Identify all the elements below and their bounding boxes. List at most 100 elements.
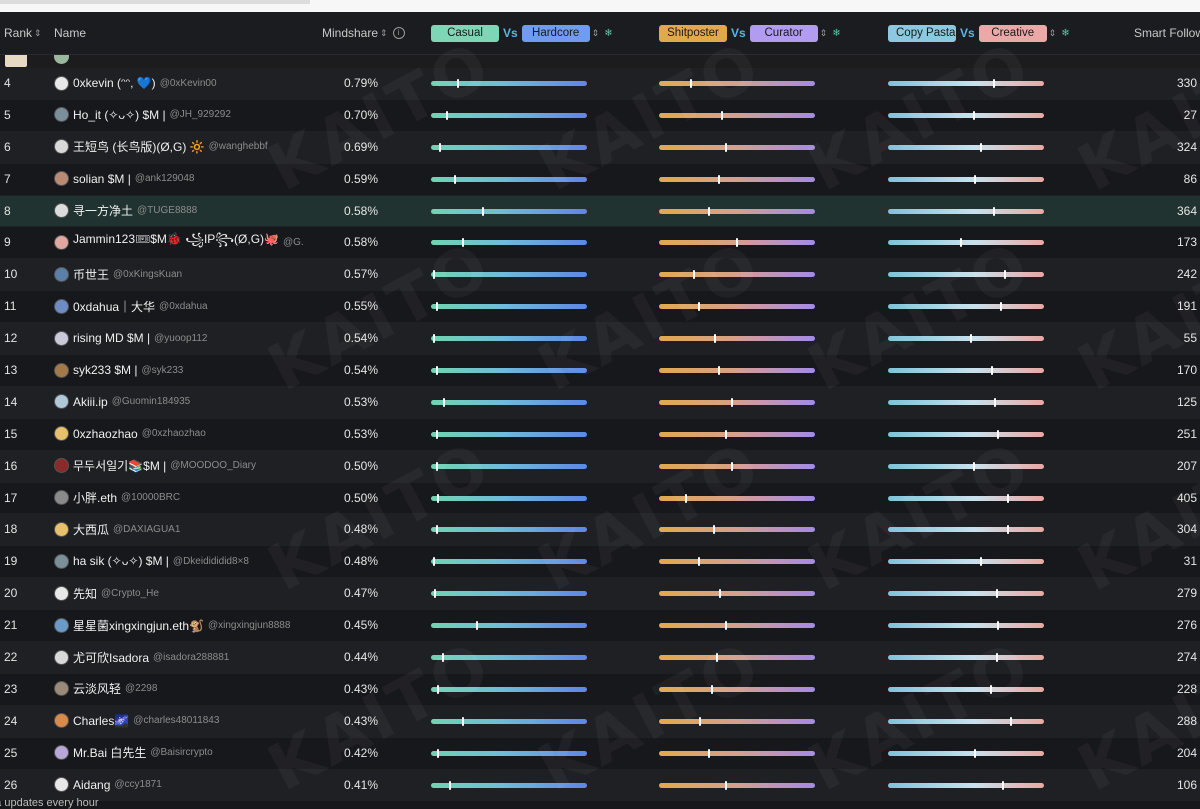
table-row[interactable]: 16 무두서일기📚$M | @MOODOO_Diary 0.50% 207 <box>0 450 1200 483</box>
avatar[interactable] <box>54 394 69 410</box>
user-name-cell[interactable]: solian $M | @ank129048 <box>54 164 304 194</box>
sort-icon[interactable]: ⇕ <box>34 27 42 38</box>
user-name-cell[interactable]: syk233 $M | @syk233 <box>54 355 304 385</box>
handle[interactable]: @ccy1871 <box>114 779 162 791</box>
snowflake-icon[interactable]: ❄ <box>604 27 613 39</box>
table-row[interactable]: 26 Aidang @ccy1871 0.41% 106 <box>0 769 1200 802</box>
handle[interactable]: @MOODOO_Diary <box>170 460 256 472</box>
avatar[interactable] <box>54 713 69 729</box>
table-row[interactable]: 7 solian $M | @ank129048 0.59% 86 <box>0 163 1200 196</box>
table-row[interactable]: 21 星星菌xingxingjun.eth🐒 @xingxingjun8888 … <box>0 610 1200 643</box>
handle[interactable]: @Crypto_He <box>101 587 159 599</box>
handle[interactable]: @syk233 <box>141 364 184 376</box>
user-name-cell[interactable]: 무두서일기📚$M | @MOODOO_Diary <box>54 451 304 481</box>
table-row[interactable]: 9 Jammin123🎟$M🐞 ꧁IP꧂(Ø,G)🐙 @G... 0.58% 1… <box>0 227 1200 260</box>
table-row[interactable]: 15 0xzhaozhao @0xzhaozhao 0.53% 251 <box>0 418 1200 451</box>
table-row[interactable]: 10 币世王 @0xKingsKuan 0.57% 242 <box>0 259 1200 292</box>
user-name-cell[interactable]: 先知 @Crypto_He <box>54 578 304 608</box>
handle[interactable]: @JH_929292 <box>169 109 231 121</box>
avatar[interactable] <box>54 649 69 665</box>
handle[interactable]: @0xKevin00 <box>159 77 217 89</box>
user-name-cell[interactable]: Jammin123🎟$M🐞 ꧁IP꧂(Ø,G)🐙 @G... <box>54 227 304 257</box>
user-name-cell[interactable]: Aidang @ccy1871 <box>54 770 304 800</box>
avatar[interactable] <box>54 139 69 155</box>
table-row[interactable]: 11 0xdahua｜大华 @0xdahua 0.55% 191 <box>0 291 1200 324</box>
display-name[interactable]: Akiii.ip <box>73 394 108 409</box>
snowflake-icon[interactable]: ❄ <box>832 27 841 39</box>
avatar[interactable] <box>54 107 69 123</box>
table-row[interactable]: 4 0xkevin (ᵔᵔ, 💙) @0xKevin00 0.79% 330 <box>0 68 1200 100</box>
shitposter-vs-curator-header[interactable]: Shitposter Vs Curator ⇕ ❄ <box>659 12 841 54</box>
handle[interactable]: @Guomin184935 <box>111 396 191 408</box>
display-name[interactable]: 云淡风轻 <box>73 682 122 697</box>
user-name-cell[interactable]: 星星菌xingxingjun.eth🐒 @xingxingjun8888 <box>54 610 304 640</box>
display-name[interactable]: Mr.Bai 白先生 <box>73 746 147 761</box>
display-name[interactable]: Aidang <box>73 777 111 792</box>
user-name-cell[interactable]: Ho_it (✧ᴗ✧) $M | @JH_929292 <box>54 100 304 130</box>
handle[interactable]: @charles48011843 <box>133 715 220 727</box>
table-row[interactable]: 20 先知 @Crypto_He 0.47% 279 <box>0 578 1200 611</box>
sort-icon[interactable]: ⇕ <box>380 27 388 38</box>
table-row[interactable]: 17 小胖.eth @10000BRC 0.50% 405 <box>0 482 1200 515</box>
rank-column-header[interactable]: Rank ⇕ <box>4 12 42 54</box>
table-row[interactable]: 13 syk233 $M | @syk233 0.54% 170 <box>0 355 1200 387</box>
handle[interactable]: @ank129048 <box>134 173 195 185</box>
user-name-cell[interactable]: rising MD $M | @yuoop112 <box>54 323 304 353</box>
display-name[interactable]: 小胖.eth <box>73 491 118 506</box>
display-name[interactable]: 0xkevin (ᵔᵔ, 💙) <box>73 76 156 90</box>
user-name-cell[interactable]: 王短鸟 (长鸟版)(Ø,G) 🔆 @wanghebbf <box>54 132 304 162</box>
handle[interactable]: @DAXIAGUA1 <box>113 523 181 535</box>
avatar[interactable] <box>54 362 69 378</box>
handle[interactable]: @isadora288881 <box>153 651 230 663</box>
handle[interactable]: @G... <box>282 236 304 248</box>
handle[interactable]: @wanghebbf <box>208 141 268 153</box>
avatar[interactable] <box>54 330 69 346</box>
user-name-cell[interactable]: 0xdahua｜大华 @0xdahua <box>54 291 304 321</box>
handle[interactable]: @yuoop112 <box>154 332 208 344</box>
display-name[interactable]: 币世王 <box>73 267 110 282</box>
info-icon[interactable]: i <box>392 27 405 39</box>
mindshare-column-header[interactable]: Mindshare ⇕ i <box>322 12 405 54</box>
display-name[interactable]: 寻一方净土 <box>73 204 134 219</box>
table-row[interactable]: 14 Akiii.ip @Guomin184935 0.53% 125 <box>0 386 1200 419</box>
avatar[interactable] <box>54 521 69 537</box>
user-name-cell[interactable]: 寻一方净土 @TUGE8888 <box>54 196 304 226</box>
display-name[interactable]: 尤可欣Isadora <box>73 650 150 665</box>
handle[interactable]: @0xdahua <box>159 300 208 312</box>
table-row[interactable]: 23 云淡风轻 @2298 0.43% 228 <box>0 673 1200 706</box>
avatar[interactable] <box>54 681 69 697</box>
table-row[interactable]: 25 Mr.Bai 白先生 @Baisircrypto 0.42% 204 <box>0 737 1200 770</box>
display-name[interactable]: rising MD $M | <box>73 331 151 346</box>
avatar[interactable] <box>54 426 69 442</box>
avatar[interactable] <box>54 553 69 569</box>
handle[interactable]: @0xzhaozhao <box>141 428 206 440</box>
handle[interactable]: @xingxingjun8888 <box>208 619 291 631</box>
table-row[interactable]: 8 寻一方净土 @TUGE8888 0.58% 364 <box>0 195 1200 228</box>
display-name[interactable]: 星星菌xingxingjun.eth🐒 <box>73 618 204 633</box>
display-name[interactable]: 0xdahua｜大华 <box>73 299 156 314</box>
snowflake-icon[interactable]: ❄ <box>1061 27 1070 39</box>
display-name[interactable]: 大西瓜 <box>73 522 110 537</box>
display-name[interactable]: 王短鸟 (长鸟版)(Ø,G) 🔆 <box>73 140 205 155</box>
display-name[interactable]: syk233 $M | <box>73 363 138 378</box>
display-name[interactable]: 0xzhaozhao <box>73 426 138 441</box>
avatar[interactable] <box>54 458 69 474</box>
avatar[interactable] <box>54 617 69 633</box>
table-row[interactable]: 19 ha sik (✧ᴗ✧) $M | @Dkeidididid8×8 0.4… <box>0 546 1200 579</box>
handle[interactable]: @TUGE8888 <box>137 205 198 217</box>
user-name-cell[interactable]: 大西瓜 @DAXIAGUA1 <box>54 514 304 544</box>
display-name[interactable]: Charles🌌 <box>73 713 130 728</box>
avatar[interactable] <box>54 585 69 601</box>
display-name[interactable]: ha sik (✧ᴗ✧) $M | <box>73 554 169 569</box>
handle[interactable]: @10000BRC <box>121 492 181 504</box>
user-name-cell[interactable]: 0xkevin (ᵔᵔ, 💙) @0xKevin00 <box>54 68 304 98</box>
user-name-cell[interactable]: Mr.Bai 白先生 @Baisircrypto <box>54 738 304 768</box>
avatar[interactable] <box>54 745 69 761</box>
smart-followers-column-header[interactable]: Smart Follow <box>1134 12 1200 54</box>
sort-icon[interactable]: ⇕ <box>591 27 600 38</box>
user-name-cell[interactable]: 小胖.eth @10000BRC <box>54 483 304 513</box>
avatar[interactable] <box>54 203 69 219</box>
user-name-cell[interactable]: Charles🌌 @charles48011843 <box>54 706 304 736</box>
display-name[interactable]: Ho_it (✧ᴗ✧) $M | <box>73 107 166 122</box>
display-name[interactable]: solian $M | <box>73 171 131 186</box>
